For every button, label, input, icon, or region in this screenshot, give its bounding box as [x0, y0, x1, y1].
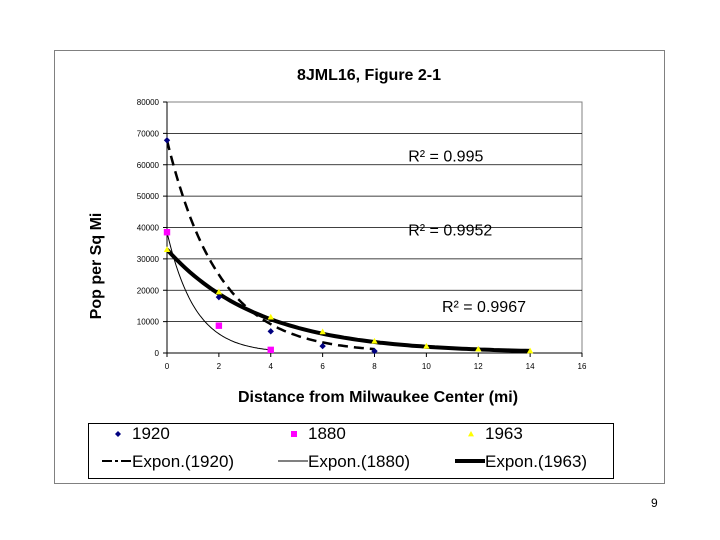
x-tick-label: 14 [526, 362, 535, 371]
x-tick-label: 2 [217, 362, 222, 371]
legend-layer: 1920 1880 1963 Expon.(1920) Expon.(1880) Expo… [102, 424, 587, 471]
point-1920 [267, 328, 274, 335]
legend-entry-expon-1880: Expon.(1880) [278, 452, 410, 471]
x-tick-label: 6 [320, 362, 325, 371]
x-tick-label: 8 [372, 362, 377, 371]
y-tick-label: 80000 [137, 98, 160, 107]
trendline-expon-1920 [165, 139, 375, 351]
chart-title: 8JML16, Figure 2-1 [297, 67, 441, 84]
point-1880 [215, 322, 223, 329]
y-tick-label: 30000 [137, 255, 160, 264]
y-tick-label: 70000 [137, 129, 160, 138]
point-1963 [526, 347, 534, 354]
legend-entry-1920: 1920 [115, 424, 170, 443]
point-1920 [371, 347, 378, 355]
y-tick-label: 10000 [137, 318, 160, 327]
legend-entry-1963: 1963 [468, 424, 523, 443]
y-tick-label: 40000 [137, 224, 160, 233]
text-layer: 8JML16, Figure 2-1 Distance from Milwauk… [88, 67, 526, 406]
legend-swatch [115, 431, 121, 437]
trendline-expon-1880 [166, 232, 271, 351]
trendline-expon-1963 [165, 248, 531, 353]
x-tick-label: 12 [474, 362, 483, 371]
y-tick-label: 0 [155, 349, 160, 358]
legend-label: 1880 [308, 424, 346, 443]
page-number: 9 [651, 496, 658, 510]
legend-label: Expon.(1880) [308, 452, 410, 471]
legend-label: Expon.(1963) [485, 452, 587, 471]
point-1963 [423, 342, 430, 349]
grid-layer [166, 101, 583, 354]
axes-layer: 0 10000 20000 30000 40000 50000 60000 70000 8000… [137, 98, 587, 371]
point-1963 [371, 337, 378, 344]
legend-label: 1920 [132, 424, 170, 443]
legend-entry-expon-1963: Expon.(1963) [455, 452, 587, 471]
legend-entry-expon-1920: Expon.(1920) [102, 452, 234, 471]
point-1920 [215, 293, 223, 301]
r-squared-annotation: R² = 0.9952 [408, 222, 492, 239]
x-tick-label: 16 [578, 362, 587, 371]
x-tick-label: 10 [422, 362, 431, 371]
legend-swatch [468, 431, 474, 437]
point-1963 [163, 246, 171, 253]
y-tick-label: 50000 [137, 192, 160, 201]
x-tick-label: 4 [269, 362, 274, 371]
point-1963 [215, 288, 223, 295]
point-1920 [163, 137, 171, 144]
chart-legend-box [88, 423, 614, 479]
point-1963 [475, 345, 482, 352]
point-1963 [319, 328, 326, 335]
point-1920 [319, 342, 326, 350]
x-axis-label: Distance from Milwaukee Center (mi) [238, 389, 518, 406]
marker-layer [163, 137, 534, 355]
legend-label: 1963 [485, 424, 523, 443]
y-tick-label: 20000 [137, 286, 160, 295]
legend-entry-1880: 1880 [291, 424, 346, 443]
y-axis-label: Pop per Sq Mi [88, 213, 105, 320]
legend-swatch [291, 431, 297, 437]
point-1880 [267, 346, 274, 354]
trendline-layer [165, 139, 531, 353]
point-1963 [267, 313, 274, 320]
r-squared-annotation: R² = 0.995 [408, 149, 483, 166]
y-tick-label: 60000 [137, 161, 160, 170]
point-1880 [163, 229, 171, 236]
legend-label: Expon.(1920) [132, 452, 234, 471]
r-squared-annotation: R² = 0.9967 [442, 299, 526, 316]
x-tick-label: 0 [165, 362, 170, 371]
